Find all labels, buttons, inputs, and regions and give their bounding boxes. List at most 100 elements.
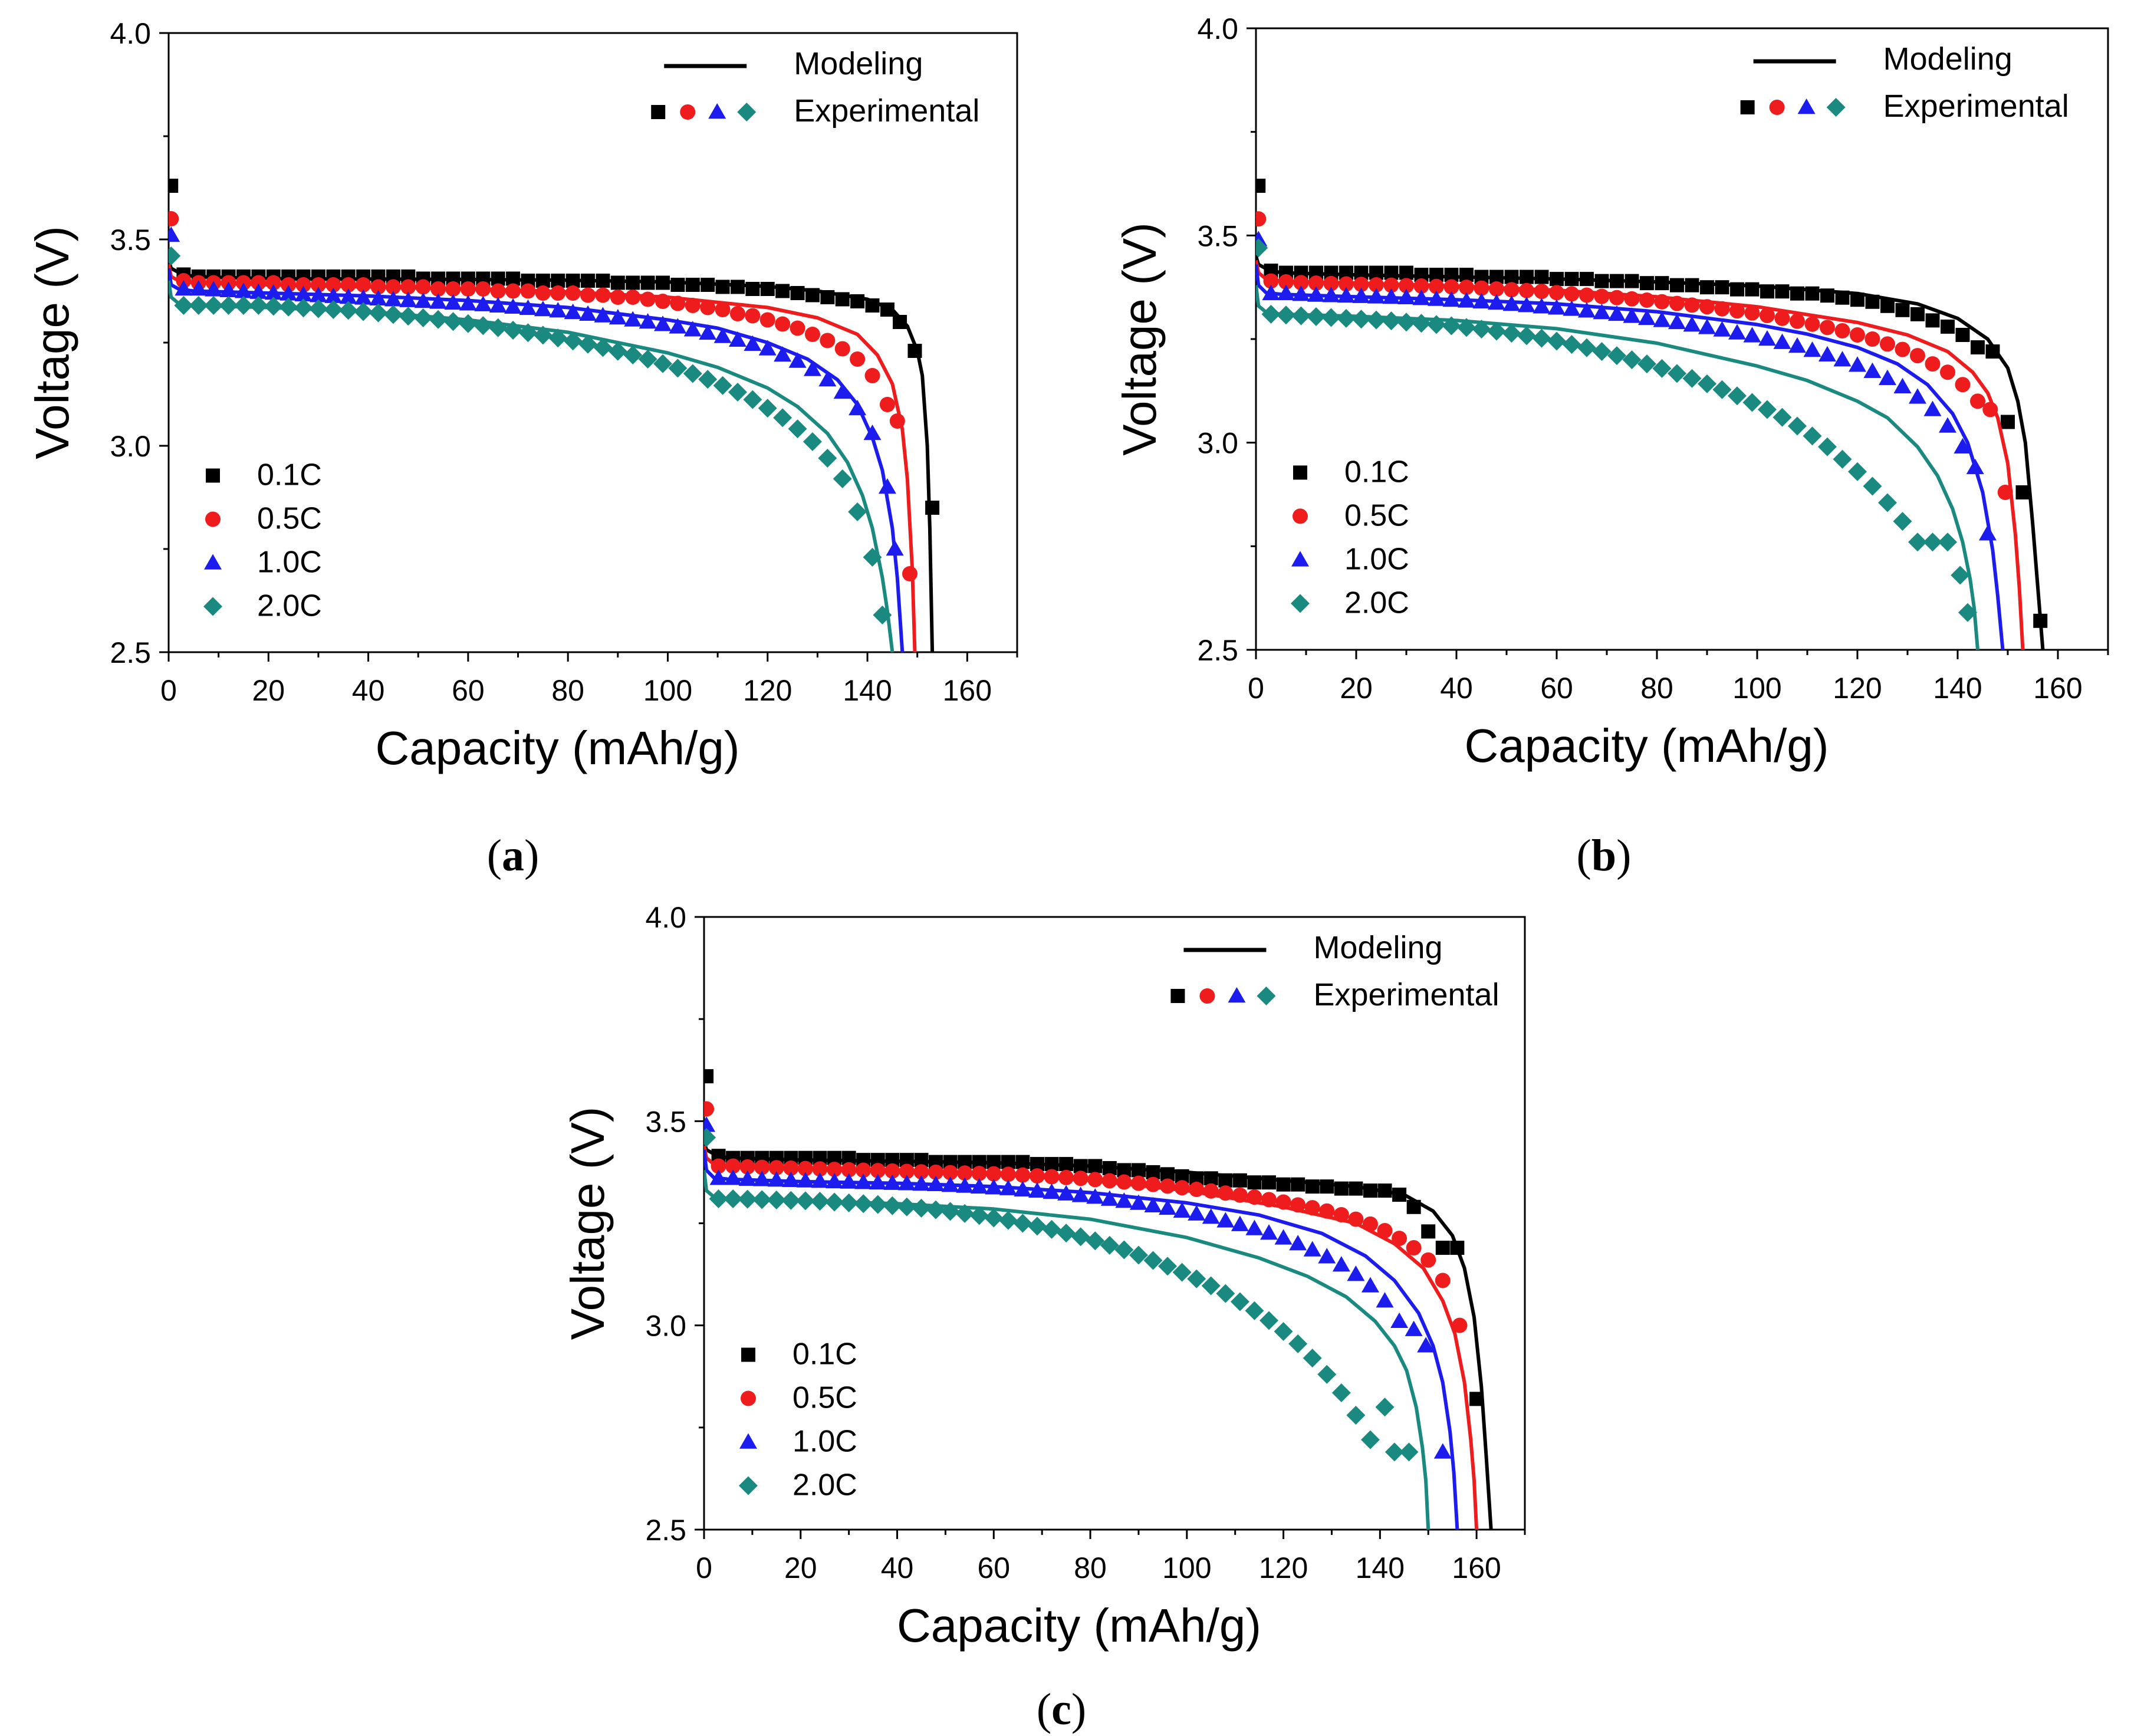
data-point — [175, 280, 193, 296]
x-tick-label: 0 — [160, 674, 177, 707]
data-point — [219, 281, 238, 298]
data-point — [1260, 1224, 1278, 1240]
data-point — [1714, 301, 1730, 317]
data-point — [1474, 280, 1489, 296]
data-point — [1232, 1173, 1247, 1188]
data-point — [504, 321, 523, 340]
data-point — [1941, 319, 1955, 334]
data-point — [1399, 265, 1413, 280]
data-point — [1429, 278, 1444, 294]
x-tick-label: 160 — [943, 674, 992, 707]
data-point — [1549, 285, 1564, 301]
data-point — [579, 305, 597, 321]
data-point — [912, 1175, 930, 1191]
data-point — [1259, 1311, 1279, 1330]
data-point — [1174, 1180, 1190, 1196]
data-point — [1773, 333, 1791, 349]
data-point — [767, 1171, 785, 1187]
data-point — [1413, 278, 1429, 294]
data-point — [1399, 1442, 1419, 1462]
data-point — [738, 1170, 757, 1186]
data-point — [886, 540, 904, 556]
x-tick-label: 40 — [352, 674, 385, 707]
data-point — [1979, 525, 1997, 541]
data-point — [1399, 278, 1414, 294]
legend-rate-marker — [1291, 594, 1310, 613]
legend-rate-marker — [204, 554, 222, 570]
data-point — [848, 502, 867, 521]
data-point — [1925, 356, 1941, 372]
data-point — [475, 281, 491, 297]
data-point — [744, 335, 762, 351]
legend-rate-marker — [741, 1390, 756, 1406]
legend-rate-marker — [1291, 551, 1309, 567]
data-point — [1452, 1317, 1468, 1333]
data-point — [1712, 380, 1732, 399]
data-point — [1044, 1157, 1059, 1172]
data-point — [873, 606, 892, 624]
legend-rate-label: 1.0C — [1344, 542, 1409, 576]
data-point — [1245, 1301, 1264, 1320]
data-point — [834, 341, 850, 357]
data-point — [1985, 344, 2000, 359]
data-point — [818, 371, 837, 387]
data-point — [835, 292, 850, 307]
data-point — [1548, 299, 1566, 315]
data-point — [594, 307, 612, 323]
data-point — [1421, 1224, 1436, 1239]
x-tick-label: 80 — [1640, 672, 1673, 705]
data-point — [1172, 1262, 1192, 1282]
data-point — [941, 1176, 959, 1192]
x-axis-label: Capacity (mAh/g) — [897, 1599, 1261, 1652]
data-point — [1382, 311, 1401, 331]
data-point — [1405, 1320, 1423, 1336]
data-point — [782, 1171, 800, 1188]
data-point — [1318, 1248, 1336, 1264]
data-point — [841, 1162, 857, 1178]
x-tick-label: 40 — [881, 1551, 914, 1584]
x-axis-label: Capacity (mAh/g) — [1465, 719, 1829, 772]
data-point — [1320, 1179, 1334, 1194]
x-tick-label: 140 — [1933, 672, 1982, 705]
data-point — [1833, 449, 1852, 469]
data-point — [1353, 277, 1369, 292]
data-point — [460, 281, 476, 297]
data-point — [1580, 272, 1594, 287]
x-tick-label: 60 — [1540, 672, 1573, 705]
x-tick-label: 100 — [643, 674, 692, 707]
experimental-points-0.5C — [1256, 211, 2013, 500]
data-point — [1608, 305, 1626, 321]
data-point — [281, 277, 297, 292]
data-point — [683, 321, 702, 337]
data-point — [1383, 277, 1399, 293]
data-point — [1307, 286, 1325, 302]
data-point — [1013, 1214, 1032, 1233]
data-point — [581, 274, 596, 288]
data-point — [1442, 291, 1461, 307]
data-point — [1910, 348, 1925, 364]
data-point — [1909, 388, 1926, 404]
y-tick-label: 4.0 — [1197, 12, 1238, 45]
data-point — [758, 399, 777, 418]
data-point — [1971, 340, 1985, 355]
data-point — [1502, 324, 1521, 343]
data-point — [985, 1179, 1003, 1195]
data-point — [413, 308, 433, 327]
plot-area — [169, 179, 940, 653]
data-point — [781, 1191, 801, 1210]
data-point — [1114, 1240, 1134, 1260]
data-point — [1115, 1192, 1133, 1208]
data-point — [1564, 286, 1580, 302]
legend-experimental-marker — [1199, 988, 1215, 1004]
data-point — [399, 291, 417, 307]
data-point — [1333, 1206, 1349, 1222]
data-point — [926, 1200, 946, 1219]
data-point — [1640, 276, 1654, 291]
data-point — [1442, 316, 1461, 336]
data-point — [956, 1177, 974, 1193]
data-point — [264, 297, 283, 316]
data-point — [1369, 277, 1384, 292]
data-point — [1435, 1273, 1451, 1288]
data-point — [430, 281, 446, 297]
x-tick-label: 140 — [1356, 1551, 1405, 1584]
